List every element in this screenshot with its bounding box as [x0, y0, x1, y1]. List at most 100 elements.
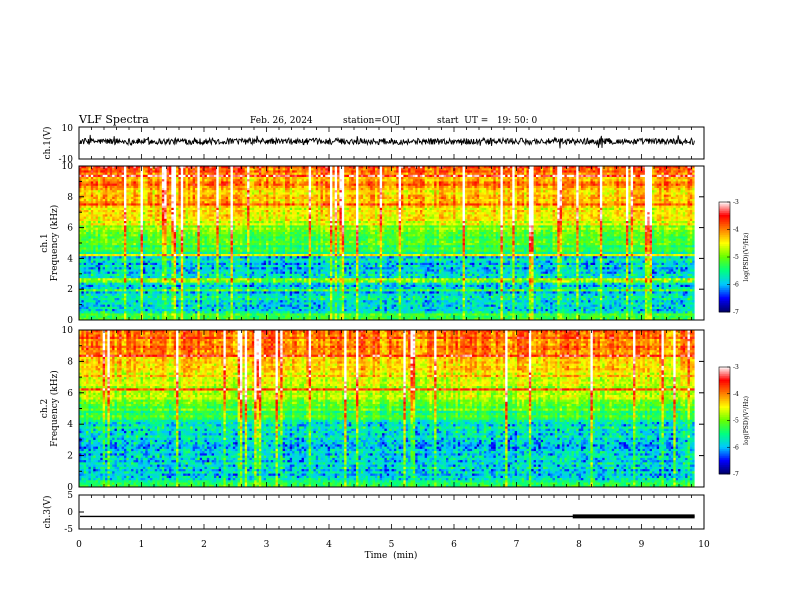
ch1-spectrogram-cell [143, 313, 146, 316]
ch1-spectrogram-cell [107, 197, 110, 200]
ch1-spectrogram-cell [122, 168, 125, 171]
ch1-spectrogram-cell [122, 250, 125, 253]
ch1-spectrogram-cell [93, 261, 96, 264]
ch1-spectrogram-cell [131, 212, 134, 215]
ch1-spectrogram-cell [122, 212, 125, 215]
ch1-spectrogram-cell [86, 188, 89, 191]
ch1-spectrogram-cell [145, 206, 148, 209]
ch1-spectrogram-panel: 0246810ch.1Frequency (kHz) [40, 162, 704, 326]
ch1-spectrogram-cell [91, 206, 94, 209]
ch1-spectrogram-cell [86, 239, 89, 242]
ch1-spectrogram-cell [93, 300, 96, 303]
ch1-spectrogram-cell [155, 243, 158, 246]
ch1-spectrogram-cell [112, 309, 115, 312]
ch1-spectrogram-cell [81, 311, 84, 314]
ch1-spectrogram-cell [171, 197, 174, 200]
ch1-spectrogram-cell [178, 210, 181, 213]
ch1-spectrogram-cell [183, 300, 186, 303]
ch1-spectrogram-cell [174, 239, 177, 242]
ch1-spectrogram-cell [160, 177, 163, 180]
ch1-spectrogram-cell [136, 199, 139, 202]
ch1-spectrogram-cell [105, 296, 108, 299]
ch1-spectrogram-cell [112, 316, 115, 319]
ch1-spectrogram-cell [129, 261, 132, 264]
ch1-spectrogram-cell [181, 195, 184, 198]
ch1-spectrogram-cell [91, 192, 94, 195]
ch1-spectrogram-cell [98, 247, 101, 250]
ch1-spectrogram-cell [148, 274, 151, 277]
ch1-spectrogram-cell [152, 272, 155, 275]
ch1-spectrogram-cell [133, 230, 136, 233]
ch1-spectrogram-cell [117, 291, 120, 294]
ch1-spectrogram-cell [152, 243, 155, 246]
ch1-spectrogram-cell [96, 289, 99, 292]
ch1-spectrogram-cell [129, 283, 132, 286]
ch1-spectrogram-cell [86, 230, 89, 233]
ch1-spectrogram-cell [112, 289, 115, 292]
ch1-spectrogram-cell [160, 186, 163, 189]
ch1-spectrogram-cell [133, 254, 136, 257]
ch1-spectrogram-cell [174, 234, 177, 237]
ch1-spectrogram-cell [115, 287, 118, 290]
ch1-spectrogram-cell [181, 177, 184, 180]
ch1-spectrogram-cell [126, 311, 129, 314]
ch1-spectrogram-cell [160, 252, 163, 255]
ch1-spectrogram-cell [107, 234, 110, 237]
ch1-spectrogram-cell [131, 195, 134, 198]
ch1-spectrogram-cell [169, 177, 172, 180]
ch1-spectrogram-cell [152, 236, 155, 239]
ch1-spectrogram-cell [181, 197, 184, 200]
ch1-spectrogram-cell [84, 201, 87, 204]
ch1-spectrogram-cell [176, 265, 179, 268]
ch1-spectrogram-cell [129, 313, 132, 316]
ch1-spectrogram-cell [110, 300, 113, 303]
ch1-spectrogram-cell [105, 272, 108, 275]
ch1-spectrogram-cell [105, 258, 108, 261]
ch1-spectrogram-cell [126, 232, 129, 235]
ch1-spectrogram-cell [105, 206, 108, 209]
ch1-spectrogram-cell [138, 203, 141, 206]
ch1-spectrogram-cell [171, 261, 174, 264]
ch1-spectrogram-cell [138, 311, 141, 314]
ch1-spectrogram-cell [131, 188, 134, 191]
ch1-spectrogram-cell [164, 243, 167, 246]
ch1-spectrogram-cell [160, 230, 163, 233]
ch1-spectrogram-cell [103, 195, 106, 198]
ch1-spectrogram-cell [133, 175, 136, 178]
ch1-spectrogram-cell [103, 186, 106, 189]
ch1-spectrogram-cell [129, 294, 132, 297]
ch1-spectrogram-cell [171, 289, 174, 292]
ch1-spectrogram-cell [150, 278, 153, 281]
ch1-spectrogram-cell [171, 245, 174, 248]
ch1-spectrogram-cell [131, 190, 134, 193]
ch1-spectrogram-cell [157, 199, 160, 202]
ch1-spectrogram-cell [136, 285, 139, 288]
ch1-spectrogram-cell [88, 280, 91, 283]
ch1-spectrogram-cell [96, 199, 99, 202]
ch1-spectrogram-cell [112, 261, 115, 264]
ch1-spectrogram-cell [119, 234, 122, 237]
ch1-spectrogram-cell [112, 199, 115, 202]
ch1-spectrogram-cell [131, 232, 134, 235]
ch1-spectrogram-cell [136, 210, 139, 213]
ch1-spectrogram-cell [150, 258, 153, 261]
ch1-spectrogram-cell [112, 258, 115, 261]
ch1-spectrogram-cell [91, 274, 94, 277]
ch1-spectrogram-cell [115, 278, 118, 281]
ch1-spectrogram-cell [171, 258, 174, 261]
ch1-spectrogram-cell [98, 263, 101, 266]
ch1-spectrogram-cell [162, 241, 165, 244]
ch1-spectrogram-cell [103, 280, 106, 283]
ch1-spectrogram-cell [93, 230, 96, 233]
ch1-spectrogram-cell [88, 278, 91, 281]
ch1-spectrogram-cell [100, 201, 103, 204]
ch1-spectrogram-cell [98, 232, 101, 235]
ch1-spectrogram-cell [103, 241, 106, 244]
ch1-spectrogram-cell [124, 210, 127, 213]
ch1-spectrogram-cell [150, 311, 153, 314]
ch1-spectrogram-cell [126, 201, 129, 204]
ch1-spectrogram-cell [98, 201, 101, 204]
ch1-spectrogram-cell [143, 214, 146, 217]
ch1-spectrogram-cell [181, 250, 184, 253]
ch1-spectrogram-cell [138, 285, 141, 288]
